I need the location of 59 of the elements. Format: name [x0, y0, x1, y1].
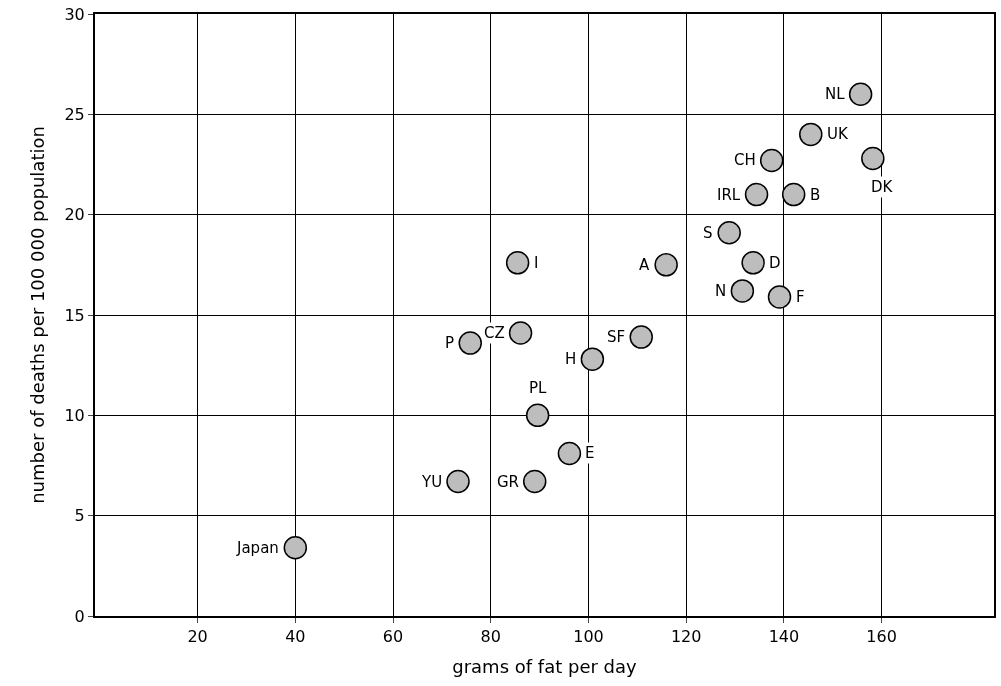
x-tick-label: 120 [670, 627, 702, 647]
annotation: P [445, 334, 455, 352]
annotation: A [639, 256, 650, 274]
y-tick-label: 0 [74, 606, 85, 626]
point [580, 347, 605, 371]
annotation: D [769, 254, 781, 272]
x-tick-label: 100 [573, 627, 604, 647]
y-tick-label: 20 [64, 205, 85, 225]
annotation: YU [421, 473, 443, 491]
point [781, 182, 806, 207]
point [848, 82, 873, 107]
annotation: F [796, 288, 805, 306]
point [458, 331, 482, 355]
y-tick-label: 15 [64, 305, 85, 325]
annotation: CH [734, 151, 756, 169]
annotation: B [810, 186, 821, 204]
annotation: PL [529, 379, 548, 397]
point [861, 146, 885, 171]
x-tick-label: 60 [382, 627, 404, 647]
x-tick-label: 80 [480, 627, 501, 647]
point [741, 251, 765, 275]
annotation: E [585, 444, 595, 462]
point [730, 279, 755, 303]
y-tick-label: 30 [64, 4, 85, 24]
annotation: GR [497, 473, 520, 491]
point [629, 325, 653, 349]
annotation: UK [827, 125, 849, 143]
x-tick-label: 40 [285, 627, 306, 647]
point [525, 403, 550, 428]
point [505, 251, 530, 275]
point [799, 122, 823, 147]
x-axis-title: grams of fat per day [452, 655, 638, 677]
x-tick-label: 160 [866, 627, 897, 647]
point [654, 253, 678, 277]
y-tick-label: 25 [64, 104, 85, 124]
annotation: IRL [717, 186, 741, 204]
annotation: N [715, 282, 727, 300]
point [759, 148, 784, 173]
point [557, 441, 582, 466]
point [767, 285, 792, 309]
point [446, 469, 470, 494]
annotation: SF [607, 328, 626, 346]
y-tick-label: 5 [74, 506, 85, 526]
point [744, 182, 769, 207]
x-tick-label: 140 [768, 627, 800, 647]
y-axis-title: number of deaths per 100 000 population [27, 126, 49, 504]
annotation: H [565, 350, 577, 368]
annotation: S [703, 224, 713, 242]
x-tick-label: 20 [187, 627, 208, 647]
annotation: CZ [484, 324, 505, 342]
annotation: I [534, 254, 539, 272]
point [522, 469, 547, 494]
point [717, 220, 741, 245]
point [508, 321, 533, 345]
y-tick-label: 10 [64, 405, 85, 425]
point [283, 536, 308, 560]
annotation: Japan [236, 539, 279, 557]
annotation: NL [825, 85, 846, 103]
annotation: DK [871, 178, 894, 196]
